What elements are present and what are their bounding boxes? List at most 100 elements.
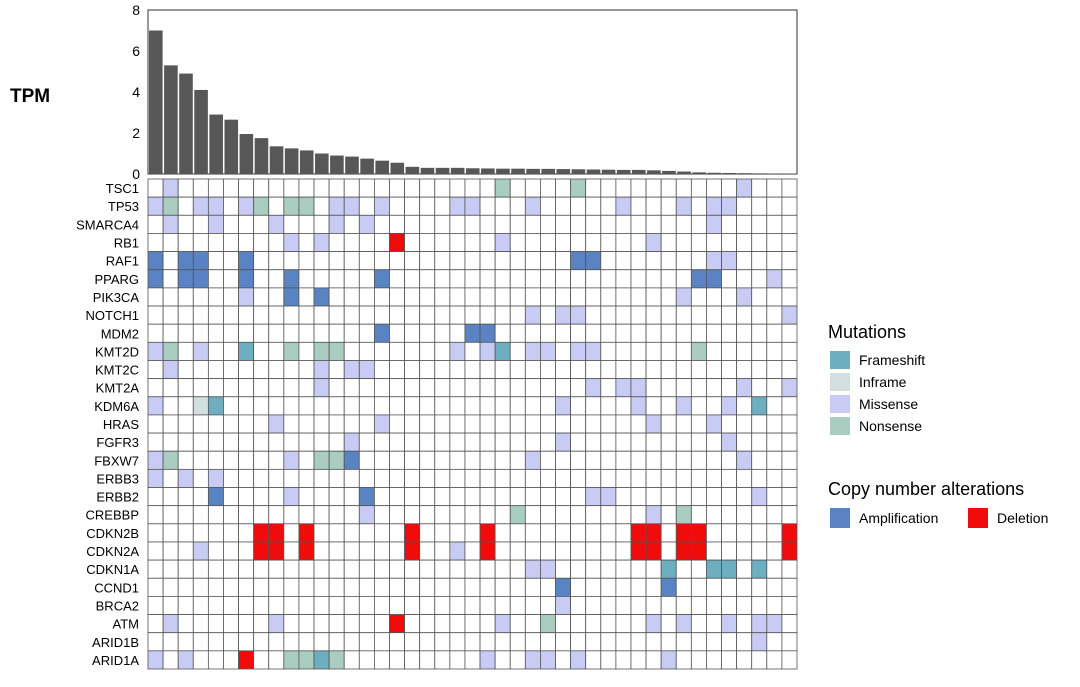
grid-cell [389,378,405,398]
grid-cell [238,360,255,380]
grid-cell [751,269,768,289]
grid-cell [781,468,798,488]
grid-cell [373,450,390,470]
grid-cell [464,196,481,216]
grid-cell [464,614,481,634]
grid-cell [192,487,209,507]
grid-cell [343,541,360,561]
grid-cell [358,323,375,343]
tpm-bar [647,170,661,174]
grid-cell [253,305,270,325]
grid-cell [524,650,541,670]
legend-swatch [968,508,988,528]
grid-cell [509,432,526,452]
grid-cell [766,233,783,252]
grid-cell [192,505,209,525]
grid-cell [268,251,285,271]
grid-cell [781,196,798,216]
grid-cell [766,450,783,470]
grid-cell [192,305,209,325]
grid-cell [328,650,345,670]
grid-cell [373,323,390,343]
grid-cell [449,396,466,416]
grid-cell [751,559,768,579]
grid-cell [389,414,405,434]
grid-cell [328,450,345,470]
grid-cell [781,450,798,470]
grid-cell [177,214,194,234]
grid-cell [509,269,526,289]
grid-cell [404,468,421,488]
gene-label: CDKN2B [86,526,139,541]
grid-cell [283,468,300,488]
grid-cell [555,178,572,198]
grid-cell [328,341,345,361]
grid-cell [630,214,647,234]
grid-cell [147,196,164,216]
grid-cell [721,432,738,452]
grid-cell [660,269,677,289]
grid-cell [630,360,647,380]
grid-cell [238,432,255,452]
grid-cell [645,559,662,579]
grid-cell [690,523,707,543]
grid-cell [555,432,572,452]
grid-cell [147,541,164,561]
grid-cell [660,596,677,615]
grid-cell [389,650,405,670]
grid-cell [509,650,526,670]
grid-cell [223,414,239,434]
grid-cell [238,614,255,634]
grid-cell [645,287,662,307]
grid-cell [555,577,572,597]
grid-cell [479,650,496,670]
grid-cell [404,541,421,561]
grid-cell [404,487,421,507]
grid-cell [464,287,481,307]
grid-cell [313,414,330,434]
grid-cell [464,269,481,289]
grid-cell [343,632,360,652]
grid-cell [675,305,692,325]
grid-cell [162,251,179,271]
grid-cell [358,541,375,561]
grid-cell [494,632,511,652]
grid-cell [328,487,345,507]
grid-cell [675,287,692,307]
grid-cell [660,233,677,252]
grid-cell [238,523,255,543]
grid-cell [373,523,390,543]
legend: Mutations Frameshift Inframe Missense Nonsen… [828,322,1048,528]
grid-cell [207,505,224,525]
grid-cell [494,468,511,488]
grid-cell [177,323,194,343]
grid-cell [238,450,255,470]
grid-cell [223,251,239,271]
grid-cell [645,577,662,597]
grid-cell [162,596,179,615]
grid-cell [223,559,239,579]
grid-cell [555,468,572,488]
grid-cell [675,269,692,289]
tpm-bar [481,168,495,174]
grid-cell [766,505,783,525]
grid-cell [223,541,239,561]
grid-cell [615,178,632,198]
grid-cell [524,269,541,289]
grid-cell [494,614,511,634]
grid-cell [192,650,209,670]
grid-cell [192,233,209,252]
grid-cell [570,323,587,343]
grid-cell [192,341,209,361]
grid-cell [358,269,375,289]
grid-cell [343,577,360,597]
grid-cell [449,196,466,216]
grid-cell [207,432,224,452]
grid-cell [736,323,753,343]
grid-cell [524,523,541,543]
grid-cell [751,577,768,597]
grid-cell [449,323,466,343]
grid-cell [766,196,783,216]
grid-cell [540,596,556,615]
grid-cell [343,251,360,271]
